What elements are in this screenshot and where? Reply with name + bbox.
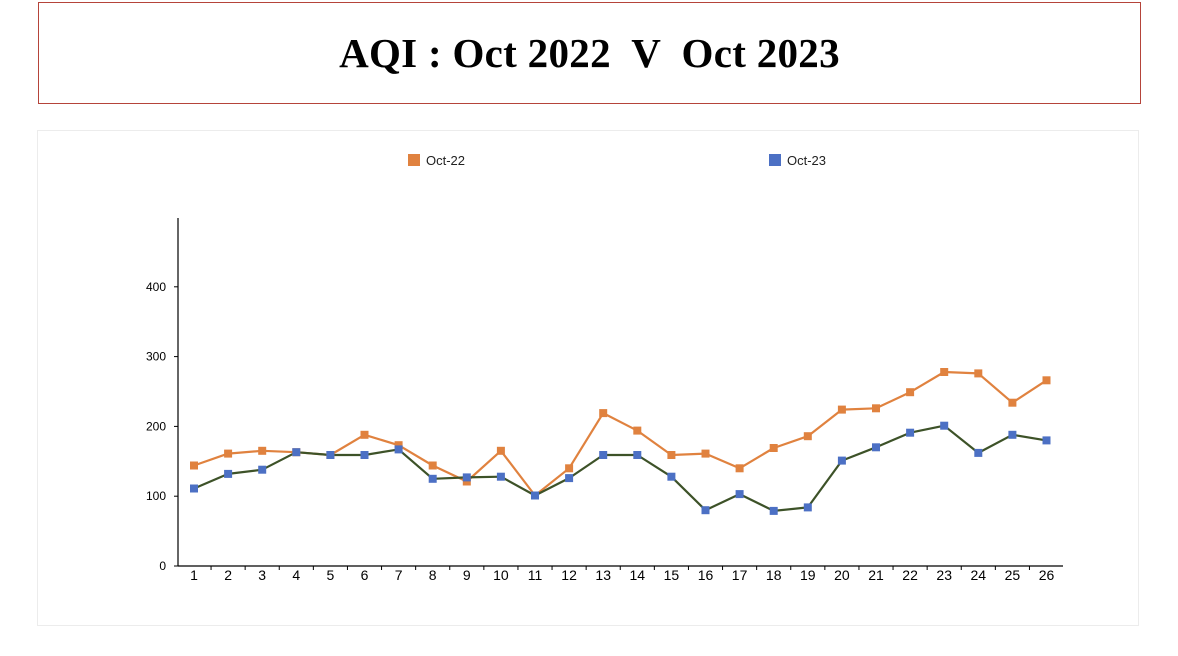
legend-swatch-Oct-23 [769, 154, 781, 166]
chart-title: AQI : Oct 2022 V Oct 2023 [339, 30, 840, 76]
data-point-Oct-23 [633, 451, 642, 459]
x-tick-label: 26 [1039, 567, 1055, 583]
data-point-Oct-22 [701, 449, 710, 458]
data-point-Oct-22 [872, 404, 880, 413]
data-point-Oct-22 [1008, 398, 1017, 407]
data-point-Oct-22 [258, 446, 267, 455]
y-tick-label: 400 [146, 280, 166, 294]
data-point-Oct-23 [769, 506, 778, 515]
data-point-Oct-22 [462, 477, 471, 486]
data-point-Oct-22 [837, 405, 846, 414]
x-tick-label: 19 [800, 567, 816, 583]
data-point-Oct-23 [531, 491, 539, 500]
data-point-Oct-23 [872, 443, 880, 452]
legend: Oct-22 Oct-23 [408, 153, 826, 168]
x-tick-label: 12 [561, 567, 577, 583]
data-point-Oct-23 [735, 490, 744, 499]
legend-label-Oct-23: Oct-23 [787, 153, 826, 168]
x-tick-label: 13 [595, 567, 611, 583]
data-point-Oct-22 [394, 441, 403, 450]
x-tick-label: 24 [971, 567, 987, 583]
y-tick-label: 100 [146, 489, 166, 503]
data-point-Oct-22 [667, 451, 676, 459]
data-point-Oct-22 [803, 432, 812, 441]
data-point-Oct-23 [1042, 436, 1051, 445]
x-tick-label: 15 [664, 567, 680, 583]
data-point-Oct-23 [428, 474, 437, 483]
data-point-Oct-23 [224, 469, 233, 478]
data-point-Oct-23 [190, 484, 198, 493]
data-point-Oct-23 [292, 448, 301, 457]
y-tick-label: 0 [159, 559, 166, 573]
data-point-Oct-23 [1008, 430, 1017, 439]
series-line-Oct-23 [193, 424, 1047, 512]
data-point-Oct-22 [735, 464, 744, 473]
chart-panel: Oct-22 Oct-23 0 100 200 300 400 1 2 3 4 5 6 7 8 9 10 11 1… [37, 130, 1139, 626]
data-point-Oct-23 [326, 451, 335, 459]
x-tick-label: 22 [902, 567, 918, 583]
y-tick-label: 200 [146, 419, 166, 433]
x-tick-label: 1 [190, 567, 198, 583]
x-tick-label: 20 [834, 567, 850, 583]
data-point-Oct-22 [769, 444, 778, 452]
data-point-Oct-23 [974, 448, 983, 457]
data-point-Oct-22 [906, 388, 915, 397]
x-tick-label: 6 [361, 567, 369, 583]
x-tick-label: 9 [463, 567, 471, 583]
x-tick-label: 18 [766, 567, 782, 583]
data-point-Oct-23 [462, 473, 471, 482]
title-box: AQI : Oct 2022 V Oct 2023 [38, 2, 1141, 104]
data-point-Oct-22 [496, 446, 505, 455]
data-point-Oct-22 [190, 461, 198, 470]
data-point-Oct-22 [360, 430, 369, 439]
x-tick-label: 14 [630, 567, 646, 583]
data-point-Oct-22 [1042, 376, 1051, 385]
legend-swatch-Oct-22 [408, 154, 420, 166]
data-point-Oct-23 [360, 451, 369, 459]
x-tick-label: 8 [429, 567, 437, 583]
x-tick-label: 10 [493, 567, 509, 583]
x-tick-label: 23 [936, 567, 952, 583]
data-point-Oct-23 [906, 428, 915, 437]
data-point-Oct-22 [974, 369, 983, 378]
y-tick-label: 300 [146, 350, 166, 364]
data-point-Oct-23 [837, 456, 846, 465]
x-tick-label: 16 [698, 567, 714, 583]
legend-label-Oct-22: Oct-22 [426, 153, 465, 168]
data-point-Oct-23 [803, 503, 812, 512]
data-point-Oct-23 [599, 451, 608, 459]
x-tick-label: 3 [258, 567, 266, 583]
data-point-Oct-23 [565, 474, 574, 483]
data-point-Oct-23 [940, 421, 949, 430]
data-point-Oct-23 [394, 445, 403, 454]
data-point-Oct-22 [940, 368, 949, 376]
data-point-Oct-23 [258, 465, 267, 474]
data-point-Oct-23 [496, 472, 505, 481]
x-tick-label: 4 [292, 567, 300, 583]
x-tick-label: 5 [327, 567, 335, 583]
data-point-Oct-22 [224, 449, 233, 458]
data-point-Oct-22 [599, 409, 608, 418]
x-tick-label: 17 [732, 567, 748, 583]
x-tick-label: 2 [224, 567, 232, 583]
data-point-Oct-23 [667, 472, 676, 481]
data-point-Oct-23 [701, 506, 710, 515]
data-point-Oct-22 [428, 461, 437, 470]
x-tick-label: 21 [868, 567, 884, 583]
data-point-Oct-22 [633, 426, 642, 435]
data-point-Oct-22 [565, 464, 574, 473]
series-layer [190, 368, 1051, 515]
x-tick-label: 7 [395, 567, 403, 583]
x-tick-label: 25 [1005, 567, 1021, 583]
series-line-Oct-22 [193, 370, 1048, 497]
x-tick-label: 11 [528, 567, 543, 583]
